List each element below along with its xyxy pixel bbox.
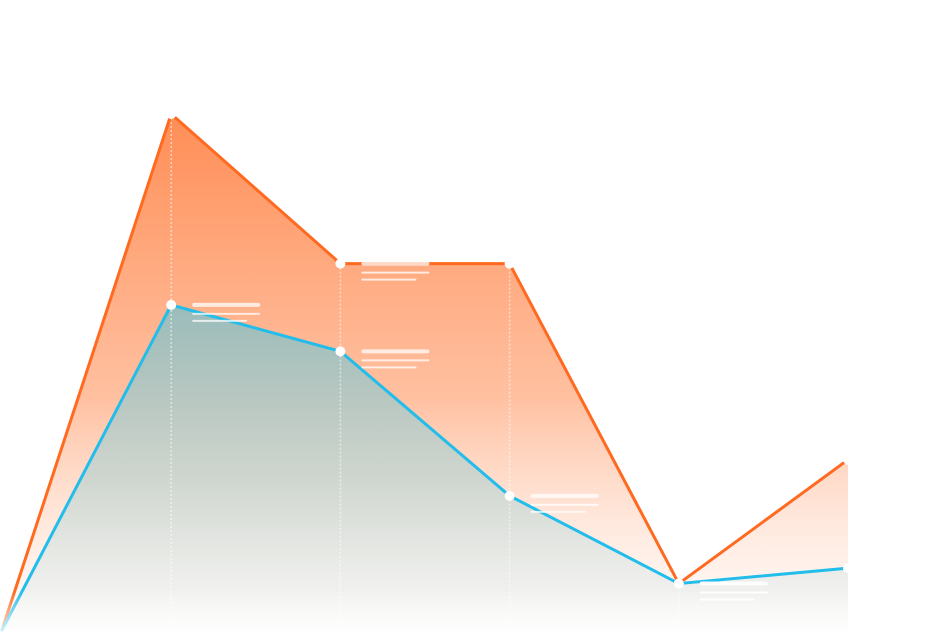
placeholder-label-line bbox=[192, 129, 248, 131]
placeholder-label-line bbox=[530, 493, 599, 498]
series-2-point bbox=[673, 578, 684, 589]
placeholder-label-line bbox=[192, 312, 261, 315]
right-fade-overlay bbox=[848, 0, 939, 638]
placeholder-label-line bbox=[361, 349, 430, 354]
placeholder-label-line bbox=[192, 112, 261, 116]
placeholder-label-line bbox=[192, 302, 261, 307]
placeholder-label-line bbox=[192, 319, 248, 322]
series-2-point bbox=[504, 490, 515, 501]
placeholder-label bbox=[361, 261, 430, 281]
placeholder-label-line bbox=[361, 271, 430, 274]
placeholder-label-line bbox=[361, 278, 417, 281]
placeholder-label bbox=[192, 302, 261, 322]
bottom-fade-overlay bbox=[0, 590, 939, 638]
series-1-point bbox=[504, 258, 515, 269]
placeholder-label bbox=[192, 112, 261, 131]
placeholder-label-line bbox=[530, 510, 586, 513]
areas-layer bbox=[2, 114, 848, 630]
placeholder-label-line bbox=[361, 366, 417, 369]
placeholder-label-line bbox=[361, 261, 430, 266]
placeholder-label bbox=[530, 493, 599, 513]
placeholder-label-line bbox=[530, 278, 586, 281]
placeholder-label-line bbox=[530, 271, 599, 274]
placeholder-label bbox=[530, 261, 599, 281]
series-1-point bbox=[335, 258, 346, 269]
placeholder-label-line bbox=[361, 359, 430, 362]
series-2-area bbox=[2, 304, 848, 630]
series-2-point bbox=[166, 299, 177, 310]
placeholder-label-line bbox=[530, 261, 599, 266]
series-2-line bbox=[0, 303, 850, 632]
placeholder-label-line bbox=[699, 581, 768, 586]
placeholder-label-line bbox=[530, 503, 599, 506]
placeholder-label bbox=[361, 349, 430, 369]
placeholder-label-line bbox=[192, 122, 261, 124]
series-2-point bbox=[335, 346, 346, 357]
series-1-point bbox=[166, 109, 177, 119]
